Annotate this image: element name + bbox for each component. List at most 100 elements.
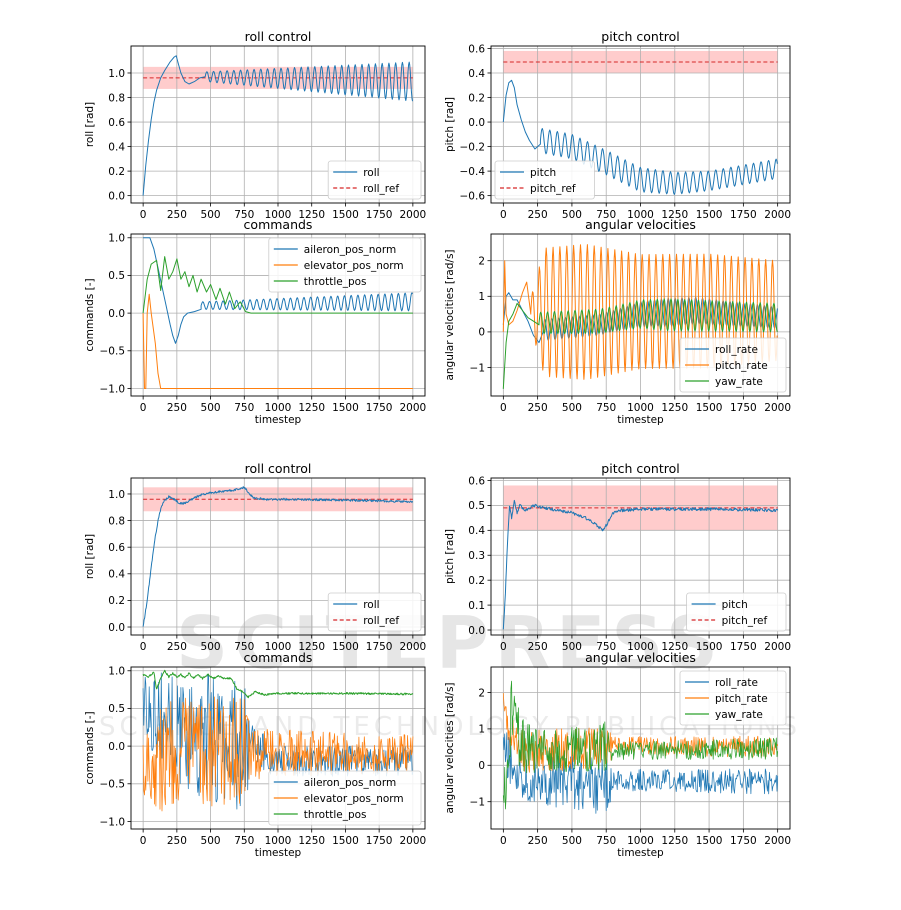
x-tick-label: 2000 [764,641,791,653]
y-tick-label: 1 [478,291,485,303]
x-tick-label: 250 [167,835,187,847]
x-tick-label: 2000 [399,641,426,653]
x-tick-label: 750 [234,835,254,847]
x-tick-label: 1250 [661,835,688,847]
y-axis-label: pitch [rad] [444,97,456,152]
x-tick-label: 2000 [764,209,791,221]
chart-title: commands [244,217,313,232]
x-tick-label: 2000 [399,209,426,221]
x-tick-label: 250 [528,835,548,847]
x-tick-label: 1500 [332,835,359,847]
x-tick-label: 1500 [332,402,359,414]
y-tick-label: −0.6 [460,190,486,202]
y-axis-label: angular velocities [rad/s] [444,682,456,813]
x-tick-label: 1500 [696,641,723,653]
x-tick-label: 1250 [298,641,325,653]
y-tick-label: 0.0 [108,622,125,634]
x-tick-label: 750 [596,835,616,847]
panel-top-angular: 0 250 500 750 1000 1250 1500 1750 2000 −1 0 1 2 angul… [444,217,791,426]
y-axis-label: roll [rad] [84,102,96,147]
y-tick-label: 0.0 [108,741,125,753]
x-tick-label: 1000 [627,835,654,847]
legend: aileron_pos_norm elevator_pos_normthrottl… [268,770,422,826]
x-tick-label: 1250 [298,835,325,847]
x-tick-label: 1750 [366,641,393,653]
y-tick-label: −1 [470,796,485,808]
x-tick-label: 1500 [332,641,359,653]
x-tick-label: 1750 [730,835,757,847]
legend-label: pitch [530,167,556,179]
y-tick-label: 0.8 [108,515,125,527]
y-tick-label: 1.0 [108,489,125,501]
legend-label: yaw_rate [715,376,763,388]
x-tick-label: 500 [201,641,221,653]
legend-label: elevator_pos_norm [304,793,404,805]
x-tick-label: 1500 [696,402,723,414]
series-roll [142,486,414,627]
panel-top-pitch: 0 250 500 750 1000 1250 1500 1750 2000 −0.6 −0.4 −0… [444,29,791,221]
x-tick-label: 500 [562,209,582,221]
y-tick-label: 0 [478,327,485,339]
y-tick-label: 0.0 [108,308,125,320]
x-tick-label: 1250 [298,209,325,221]
x-tick-label: 1000 [265,209,292,221]
y-tick-label: −0.4 [460,166,486,178]
y-axis-label: pitch [rad] [444,529,456,584]
panel-bottom-roll: 0 250 500 750 1000 1250 1500 1750 2000 0.0 0.2 0.4 0… [84,461,426,653]
chart-title: roll control [245,29,312,44]
x-tick-label: 0 [500,402,507,414]
x-tick-label: 1000 [265,641,292,653]
x-tick-label: 0 [140,209,147,221]
series-throttle_pos [142,669,414,699]
y-tick-label: 2 [478,687,485,699]
legend-label: pitch_ref [530,183,576,195]
legend-label: roll_rate [715,677,758,689]
x-tick-label: 0 [140,402,147,414]
panel-top-commands: 0 250 500 750 1000 1250 1500 1750 2000 −1.0 −0.5 0.… [84,217,426,426]
x-tick-label: 750 [234,641,254,653]
x-tick-label: 250 [167,402,187,414]
series-yaw_rate [502,680,779,810]
x-tick-label: 500 [562,402,582,414]
legend-label: roll_ref [363,615,399,627]
panel-top-roll: 0 250 500 750 1000 1250 1500 1750 2000 0.0 0.2 0.4 0… [84,29,426,221]
x-tick-label: 1000 [627,402,654,414]
legend-label: roll_rate [715,344,758,356]
x-tick-label: 1250 [298,402,325,414]
legend: pitch pitch_ref [494,160,595,200]
legend: roll roll_ref [327,592,422,632]
x-tick-label: 750 [596,209,616,221]
y-tick-label: 1 [478,724,485,736]
y-tick-label: 0.6 [468,43,485,55]
y-tick-label: 0 [478,760,485,772]
y-axis-label: commands [-] [84,711,96,784]
x-tick-label: 500 [201,402,221,414]
y-tick-label: 0.2 [108,166,125,178]
y-tick-label: 0.4 [468,68,485,80]
y-tick-label: −1 [470,362,485,374]
x-tick-label: 1000 [265,835,292,847]
legend-label: throttle_pos [304,809,367,821]
legend-label: pitch_ref [722,615,768,627]
x-tick-label: 1000 [265,402,292,414]
legend-label: pitch_rate [715,360,768,372]
y-tick-label: 0.6 [468,475,485,487]
y-tick-label: 1.0 [108,68,125,80]
gridlines [131,478,425,635]
x-tick-label: 1500 [696,209,723,221]
series-pitch_rate [502,693,779,773]
series-yaw_rate [502,298,778,389]
x-tick-label: 0 [140,641,147,653]
x-tick-label: 250 [528,209,548,221]
legend: pitch pitch_ref [686,592,787,632]
x-tick-label: 0 [500,209,507,221]
y-tick-label: 0.5 [108,703,125,715]
series-pitch [502,79,778,195]
x-tick-label: 1750 [366,402,393,414]
x-tick-label: 1500 [696,835,723,847]
y-tick-label: 0.1 [468,600,485,612]
gridlines [491,478,790,635]
x-tick-label: 500 [562,835,582,847]
legend-label: roll [363,167,379,179]
